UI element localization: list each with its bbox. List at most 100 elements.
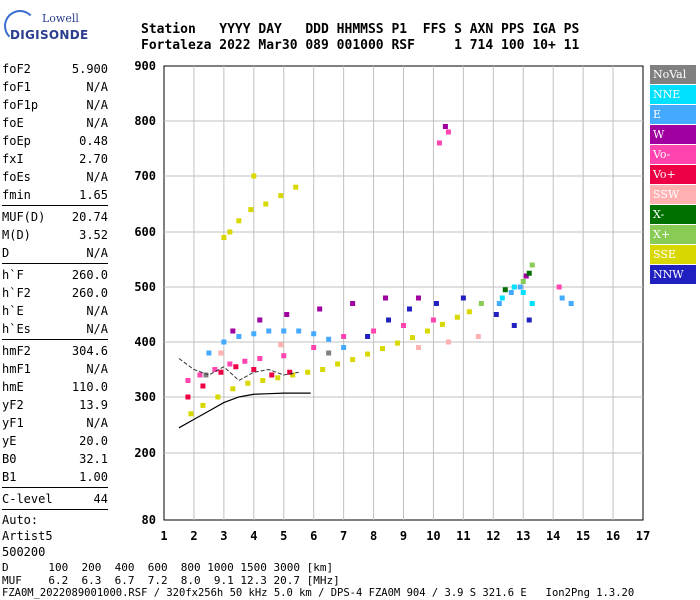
scatter-point-vo (445, 129, 451, 135)
legend-item-sse: SSE (650, 245, 696, 264)
param-separator (2, 487, 108, 488)
param-label: hmE (2, 380, 24, 394)
param-label: B0 (2, 452, 17, 466)
scatter-point-nnw (406, 306, 412, 312)
legend-item-vo: Vo- (650, 145, 696, 164)
logo-arc-icon (4, 10, 36, 42)
scatter-point-e (296, 328, 302, 334)
param-value: 0.48 (79, 134, 108, 148)
scatter-point-e (266, 328, 272, 334)
x-tick-label: 7 (340, 529, 347, 543)
scatter-point-vo (281, 353, 287, 359)
scatter-point-noval (326, 350, 332, 356)
scatter-point-ssw (475, 334, 481, 339)
param-value: N/A (86, 362, 108, 376)
scatter-point-ssw (445, 339, 451, 345)
param-value: 2.70 (79, 152, 108, 166)
scatter-point-ssw (218, 350, 224, 356)
scatter-point-nne (520, 290, 526, 295)
param-value: 32.1 (79, 452, 108, 466)
scatter-point-e (559, 295, 565, 301)
scatter-point-vo (257, 356, 263, 361)
param-separator (2, 205, 108, 206)
scatter-point-sse (424, 328, 430, 334)
scatter-point-vo (251, 367, 257, 372)
x-tick-label: 1 (160, 529, 167, 543)
scatter-point-vo (227, 361, 233, 367)
scatter-point-nnw (386, 317, 392, 323)
x-tick-label: 3 (220, 529, 227, 543)
param-value: N/A (86, 98, 108, 112)
auto-scaling-text: 500200 (2, 545, 46, 559)
scatter-point-e (221, 339, 227, 345)
scatter-point-w (284, 312, 290, 317)
scatter-point-x (529, 262, 535, 268)
scatter-point-nne (499, 295, 505, 301)
param-row: MUF(D) 20.74 (2, 208, 108, 226)
legend-item-x: X- (650, 205, 696, 224)
scatter-point-sse (380, 346, 386, 352)
param-row: B0 32.1 (2, 450, 108, 468)
scatter-point-vo (311, 345, 317, 350)
logo-bottom-text: DIGISONDE (10, 28, 89, 42)
y-tick-label: 700 (134, 169, 156, 183)
param-value: 260.0 (71, 268, 108, 282)
logo-top-text: Lowell (42, 12, 79, 25)
x-tick-label: 11 (456, 529, 470, 543)
scatter-point-sse (263, 201, 269, 207)
scatter-point-nnw (493, 312, 499, 317)
x-tick-label: 13 (516, 529, 530, 543)
scatter-point-sse (230, 386, 236, 392)
param-separator (2, 509, 108, 510)
param-row: fxI 2.70 (2, 150, 108, 168)
param-value: 5.900 (71, 62, 108, 76)
param-label: foEs (2, 170, 31, 184)
x-tick-label: 16 (606, 529, 620, 543)
param-value: 44 (93, 492, 108, 506)
scatter-point-e (281, 328, 287, 334)
scatter-point-sse (278, 193, 284, 199)
param-row: foF1 N/A (2, 78, 108, 96)
scatter-point-sse (293, 184, 299, 190)
trace-line (178, 358, 299, 382)
scatter-point-vo (233, 364, 239, 370)
scatter-point-x (502, 287, 508, 293)
x-tick-label: 4 (250, 529, 257, 543)
scatter-point-vo (200, 383, 206, 389)
scatter-point-sse (260, 378, 266, 383)
scatter-point-sse (365, 351, 371, 357)
scatter-point-vo (556, 284, 562, 290)
param-value: N/A (86, 170, 108, 184)
legend-item-ssw: SSW (650, 185, 696, 204)
scatter-point-vo (197, 372, 203, 378)
param-value: 304.6 (71, 344, 108, 358)
param-label: h`Es (2, 322, 31, 336)
param-row: h`F2 260.0 (2, 284, 108, 302)
y-tick-label: 900 (134, 59, 156, 73)
scatter-point-e (236, 334, 242, 339)
x-tick-label: 15 (576, 529, 590, 543)
scatter-point-vo (371, 328, 377, 334)
scatter-point-sse (215, 394, 221, 400)
scatter-point-vo (185, 394, 191, 400)
scatter-point-e (326, 336, 332, 342)
param-row: yE 20.0 (2, 432, 108, 450)
param-row: M(D) 3.52 (2, 226, 108, 244)
param-value: N/A (86, 416, 108, 430)
param-label: hmF1 (2, 362, 31, 376)
scatter-point-sse (248, 207, 254, 213)
param-value: 20.74 (71, 210, 108, 224)
param-label: yF1 (2, 416, 24, 430)
param-row: foEs N/A (2, 168, 108, 186)
scatter-point-sse (395, 340, 401, 346)
scatter-point-nne (511, 284, 517, 290)
param-row: foF1p N/A (2, 96, 108, 114)
legend-item-e: E (650, 105, 696, 124)
param-row: D N/A (2, 244, 108, 262)
auto-scaling-text: Auto: (2, 513, 39, 527)
param-row: h`E N/A (2, 302, 108, 320)
legend-item-nne: NNE (650, 85, 696, 104)
y-tick-label: 500 (134, 280, 156, 294)
scatter-point-sse (305, 369, 311, 375)
